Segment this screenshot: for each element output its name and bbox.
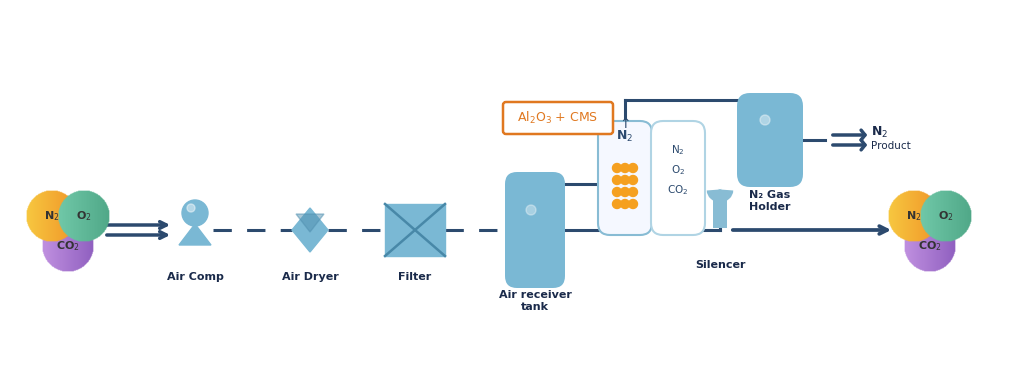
Circle shape <box>621 175 630 185</box>
Text: Air receiver
tank: Air receiver tank <box>499 290 571 312</box>
Text: Silencer: Silencer <box>694 260 745 270</box>
Polygon shape <box>292 208 328 252</box>
Circle shape <box>629 163 638 173</box>
Circle shape <box>187 204 195 212</box>
Text: Air Dryer: Air Dryer <box>282 272 338 282</box>
Text: CO$_2$: CO$_2$ <box>56 239 80 253</box>
Text: Al$_2$O$_3$ + CMS: Al$_2$O$_3$ + CMS <box>517 110 599 126</box>
Text: Filter: Filter <box>398 272 432 282</box>
Circle shape <box>612 199 622 209</box>
Text: O$_2$: O$_2$ <box>938 209 954 223</box>
Text: N$_2$: N$_2$ <box>871 125 888 139</box>
Text: CO$_2$: CO$_2$ <box>919 239 942 253</box>
Text: N$_2$: N$_2$ <box>906 209 922 223</box>
Text: O$_2$: O$_2$ <box>76 209 92 223</box>
FancyBboxPatch shape <box>503 102 613 134</box>
Circle shape <box>629 199 638 209</box>
Circle shape <box>621 188 630 196</box>
FancyBboxPatch shape <box>505 172 565 288</box>
Circle shape <box>612 188 622 196</box>
Text: N$_2$: N$_2$ <box>616 128 634 144</box>
Polygon shape <box>296 214 324 232</box>
Text: Air Comp: Air Comp <box>167 272 223 282</box>
Circle shape <box>629 188 638 196</box>
Polygon shape <box>179 224 211 245</box>
Text: Product: Product <box>871 141 910 151</box>
Circle shape <box>182 200 208 226</box>
Circle shape <box>629 175 638 185</box>
Circle shape <box>621 199 630 209</box>
FancyBboxPatch shape <box>598 121 652 235</box>
Circle shape <box>760 115 770 125</box>
Bar <box>385 204 445 256</box>
FancyBboxPatch shape <box>737 93 803 187</box>
Text: N$_2$: N$_2$ <box>44 209 59 223</box>
Text: N₂ Gas
Holder: N₂ Gas Holder <box>750 190 791 212</box>
Circle shape <box>526 205 536 215</box>
Text: ↑: ↑ <box>620 117 631 131</box>
Bar <box>713 190 727 228</box>
Circle shape <box>621 163 630 173</box>
Circle shape <box>612 163 622 173</box>
Circle shape <box>612 175 622 185</box>
Text: N$_2$
O$_2$
CO$_2$: N$_2$ O$_2$ CO$_2$ <box>668 143 689 197</box>
FancyBboxPatch shape <box>651 121 705 235</box>
